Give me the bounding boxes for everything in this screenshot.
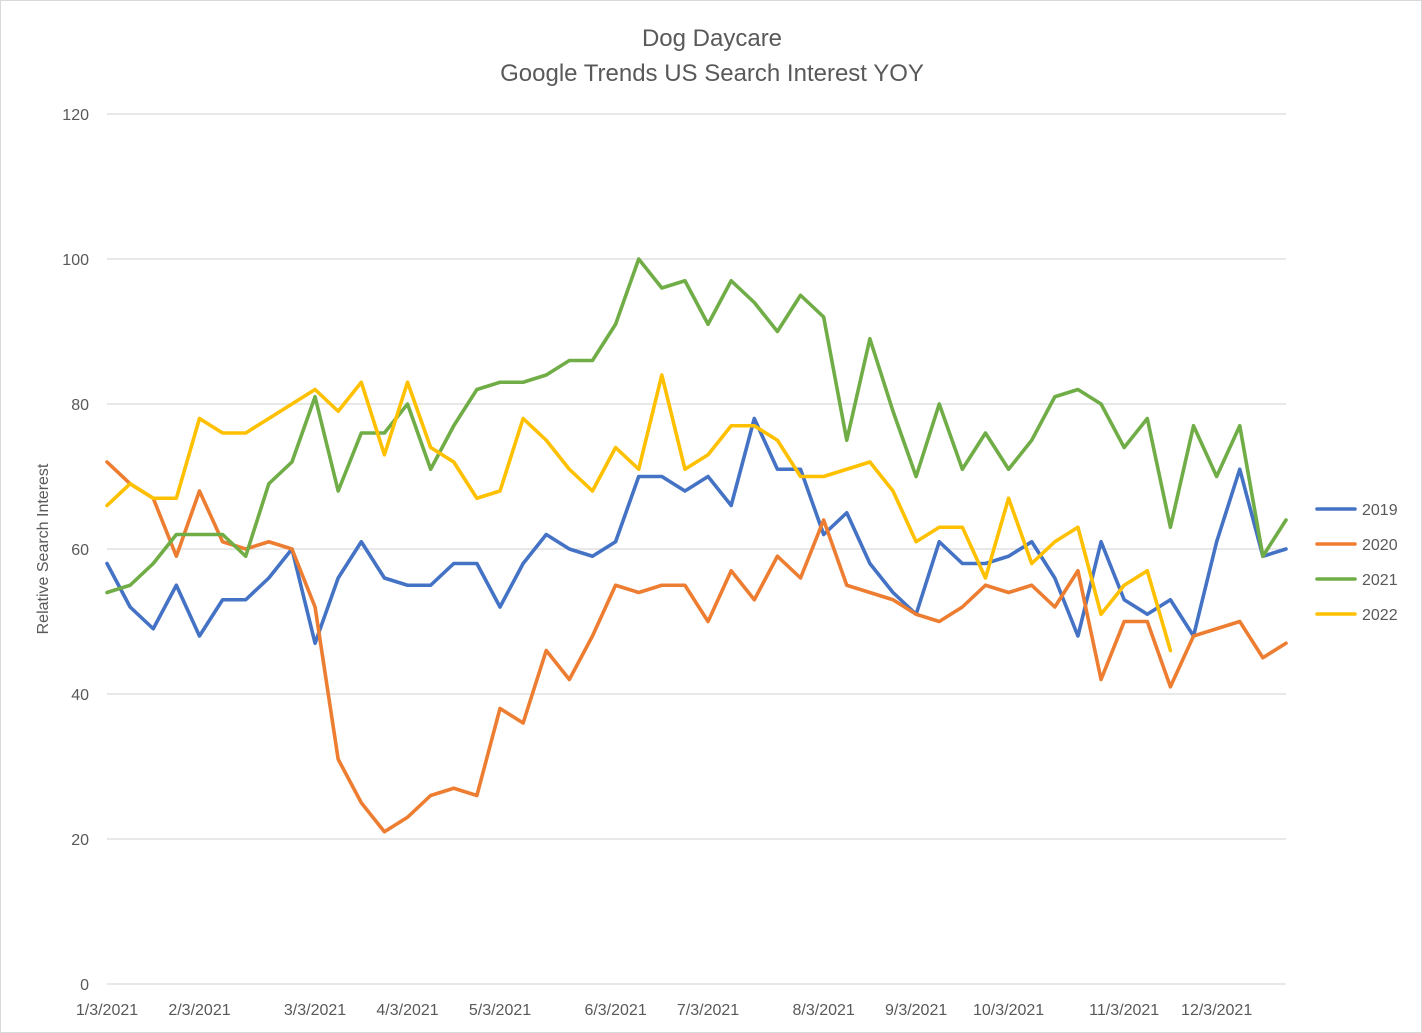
series-line-2022 [105,373,1173,653]
x-tick-label: 11/3/2021 [1089,1002,1159,1019]
x-tick-label: 2/3/2021 [168,1002,230,1019]
series-line-2019 [105,416,1288,646]
y-tick-label: 80 [71,397,89,414]
legend: 2019 2020 2021 2022 [1315,502,1398,624]
chart-subtitle: Google Trends US Search Interest YOY [500,60,924,87]
legend-label: 2019 [1362,502,1398,519]
legend-label: 2022 [1362,607,1398,624]
x-tick-label: 7/3/2021 [677,1002,739,1019]
series-line-2021 [105,257,1288,595]
legend-item-2021: 2021 [1315,572,1398,589]
x-tick-label: 5/3/2021 [469,1002,531,1019]
legend-item-2019: 2019 [1315,502,1398,519]
x-tick-label: 6/3/2021 [584,1002,646,1019]
x-tick-label: 9/3/2021 [885,1002,947,1019]
y-tick-label: 60 [71,542,89,559]
x-tick-label: 4/3/2021 [376,1002,438,1019]
gridlines [107,113,1286,985]
x-tick-label: 1/3/2021 [76,1002,138,1019]
y-tick-label: 20 [71,832,89,849]
x-tick-label: 8/3/2021 [793,1002,855,1019]
y-tick-labels: 0 20 40 60 80 100 120 [62,107,89,994]
x-tick-label: 3/3/2021 [284,1002,346,1019]
y-axis-title: Relative Search Interest [35,463,52,634]
y-tick-label: 40 [71,687,89,704]
x-tick-label: 12/3/2021 [1181,1002,1252,1019]
y-tick-label: 100 [62,252,89,269]
legend-label: 2021 [1362,572,1398,589]
legend-item-2020: 2020 [1315,537,1398,554]
y-tick-label: 0 [80,977,89,994]
series-line-2020 [105,460,1288,834]
x-tick-labels: 1/3/2021 2/3/2021 3/3/2021 4/3/2021 5/3/2021… [76,1002,1252,1019]
chart-title: Dog Daycare [642,25,782,52]
legend-item-2022: 2022 [1315,607,1398,624]
y-tick-label: 120 [62,107,89,124]
legend-label: 2020 [1362,537,1398,554]
series-lines [105,257,1288,834]
x-tick-label: 10/3/2021 [973,1002,1044,1019]
